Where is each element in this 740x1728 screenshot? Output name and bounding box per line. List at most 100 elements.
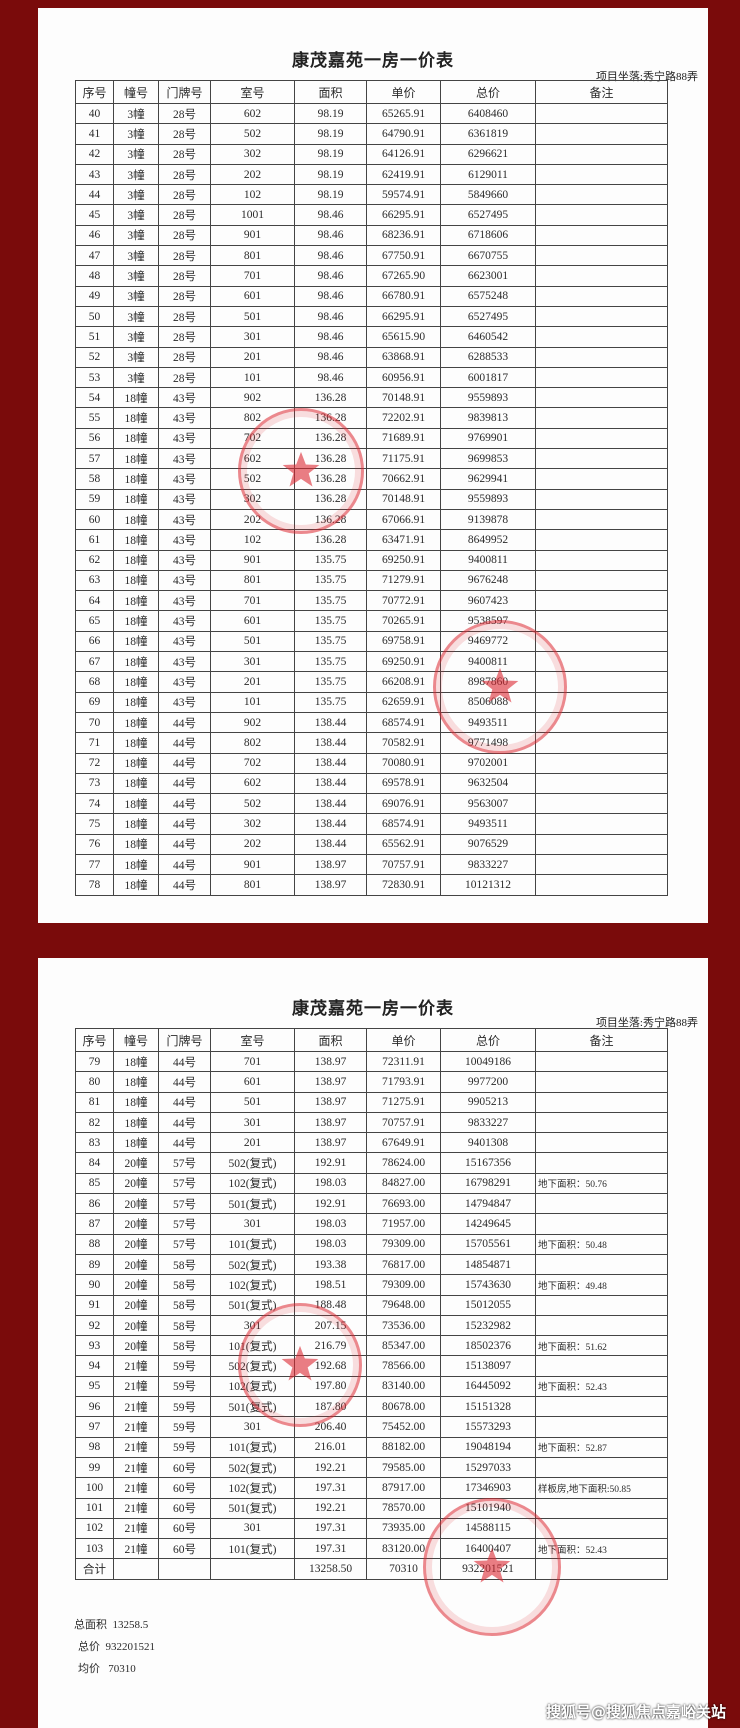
cell-door-no: 28号: [158, 366, 211, 389]
cell-unit-price: 70757.91: [366, 1111, 441, 1134]
cell-remark: [535, 1497, 668, 1519]
cell-remark: [535, 265, 668, 287]
cell-area: 136.28: [294, 468, 367, 490]
cell-building: 3幢: [113, 184, 159, 206]
cell-area: 187.80: [294, 1396, 367, 1418]
cell-remark: 地下面积：50.48: [535, 1233, 668, 1255]
cell-total-price: 6460542: [440, 326, 536, 348]
project-location: 项目坐落:秀宁路88弄: [595, 1017, 698, 1029]
cell-total-price: 6623001: [440, 265, 536, 287]
cell-room: 702: [210, 752, 295, 774]
table-row: 67 18幢 43号 301 135.75 69250.91 9400811: [75, 651, 668, 673]
cell-seq: 97: [75, 1416, 114, 1438]
cell-door-no: 44号: [158, 853, 211, 876]
cell-building: 18幢: [113, 732, 159, 754]
cell-unit-price: 79585.00: [366, 1456, 441, 1479]
cell-door-no: 43号: [158, 630, 211, 653]
cell-area: 136.28: [294, 427, 367, 450]
cell-building: 3幢: [113, 346, 159, 368]
cell-total-price: 6670755: [440, 245, 536, 267]
cell-total-price: 9139878: [440, 508, 536, 531]
cell-seq: 85: [75, 1172, 114, 1195]
cell-building: 18幢: [113, 488, 159, 510]
cell-remark: [535, 1294, 668, 1316]
cell-area: 197.80: [294, 1375, 367, 1398]
cell-remark: [535, 448, 668, 470]
table-row: 55 18幢 43号 802 136.28 72202.91 9839813: [75, 407, 668, 429]
cell-seq: 65: [75, 610, 114, 632]
cell-door-no: 43号: [158, 387, 211, 409]
cell-area: 138.44: [294, 752, 367, 774]
cell-remark: 地下面积：52.87: [535, 1436, 668, 1458]
cell-remark: 样板房,地下面积:50.85: [535, 1477, 668, 1499]
cell-building: 18幢: [113, 630, 159, 653]
cell-seq: 99: [75, 1456, 114, 1479]
cell-room: 501(复式): [210, 1193, 295, 1215]
cell-building: 3幢: [113, 163, 159, 186]
cell-total-price: 9629941: [440, 468, 536, 490]
table-row: 65 18幢 43号 601 135.75 70265.91 9538597: [75, 610, 668, 632]
cell-remark: [535, 305, 668, 328]
cell-building: 18幢: [113, 610, 159, 632]
cell-area: 98.46: [294, 285, 367, 307]
cell-room: [210, 1558, 295, 1580]
cell-unit-price: 65615.90: [366, 326, 441, 348]
cell-area: 192.91: [294, 1193, 367, 1215]
cell-room: 201: [210, 346, 295, 368]
cell-door-no: 43号: [158, 488, 211, 510]
header-seq: 序号: [75, 1028, 114, 1052]
cell-door-no: 43号: [158, 651, 211, 673]
table-row: 61 18幢 43号 102 136.28 63471.91 8649952: [75, 529, 668, 551]
cell-door-no: 58号: [158, 1335, 211, 1357]
cell-total-price: 9493511: [440, 813, 536, 835]
cell-remark: [535, 1355, 668, 1377]
table-row: 76 18幢 44号 202 138.44 65562.91 9076529: [75, 833, 668, 855]
cell-room: 201: [210, 1132, 295, 1154]
table-row: 64 18幢 43号 701 135.75 70772.91 9607423: [75, 590, 668, 612]
cell-remark: [535, 793, 668, 815]
cell-building: 18幢: [113, 651, 159, 673]
cell-seq: 50: [75, 305, 114, 328]
cell-total-price: 9699853: [440, 448, 536, 470]
cell-area: 197.31: [294, 1477, 367, 1499]
cell-seq: 53: [75, 366, 114, 389]
table-row: 90 20幢 58号 102(复式) 198.51 79309.00 15743630 地下面…: [75, 1274, 668, 1296]
cell-room: 701: [210, 590, 295, 612]
cell-unit-price: 85347.00: [366, 1335, 441, 1357]
cell-room: 601: [210, 1071, 295, 1093]
cell-area: 197.31: [294, 1517, 367, 1540]
cell-total-price: 9905213: [440, 1091, 536, 1113]
cell-door-no: 57号: [158, 1193, 211, 1215]
cell-room: 301: [210, 1111, 295, 1134]
cell-seq: 67: [75, 651, 114, 673]
cell-seq: 63: [75, 569, 114, 592]
cell-area: 135.75: [294, 691, 367, 713]
table-row: 74 18幢 44号 502 138.44 69076.91 9563007: [75, 793, 668, 815]
cell-seq: 75: [75, 813, 114, 835]
table-row: 92 20幢 58号 301 207.15 73536.00 15232982: [75, 1314, 668, 1337]
cell-building: 21幢: [113, 1436, 159, 1458]
cell-total-price: 9493511: [440, 711, 536, 734]
cell-area: 135.75: [294, 569, 367, 592]
cell-remark: [535, 874, 668, 896]
cell-total-price: 10121312: [440, 874, 536, 896]
cell-building: 18幢: [113, 1091, 159, 1113]
cell-room: 502(复式): [210, 1456, 295, 1479]
cell-area: 98.19: [294, 163, 367, 186]
cell-seq: 78: [75, 874, 114, 896]
cell-unit-price: 84827.00: [366, 1172, 441, 1195]
cell-total-price: 6527495: [440, 204, 536, 226]
cell-total-price: 9839813: [440, 407, 536, 429]
table-row: 103 21幢 60号 101(复式) 197.31 83120.00 16400407 地下…: [75, 1538, 668, 1560]
cell-area: 98.46: [294, 305, 367, 328]
cell-building: 3幢: [113, 245, 159, 267]
cell-building: 20幢: [113, 1274, 159, 1296]
table-row: 48 3幢 28号 701 98.46 67265.90 6623001: [75, 265, 668, 287]
cell-seq: 81: [75, 1091, 114, 1113]
cell-unit-price: 63868.91: [366, 346, 441, 368]
cell-building: 18幢: [113, 772, 159, 795]
table-row: 52 3幢 28号 201 98.46 63868.91 6288533: [75, 346, 668, 368]
cell-unit-price: 68236.91: [366, 224, 441, 247]
cell-seq: 55: [75, 407, 114, 429]
cell-door-no: 44号: [158, 874, 211, 896]
